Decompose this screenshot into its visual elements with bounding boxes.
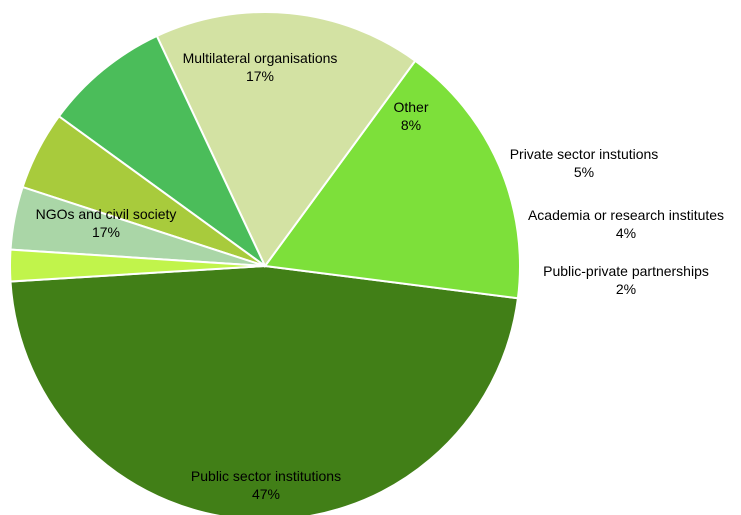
slice-label-name: Academia or research institutes: [528, 207, 724, 223]
pie-slice-public-private-partnerships: [9, 248, 266, 283]
slice-label: Private sector instutions 5%: [510, 146, 659, 180]
pie-slice-ngos-and-civil-society: [263, 59, 521, 300]
slice-label-value: 17%: [92, 224, 120, 240]
slice-label: Academia or research institutes 4%: [528, 207, 724, 241]
pie-slice-public-sector-institutions: [9, 264, 520, 515]
slice-label-name: Other: [393, 99, 428, 115]
slice-label-value: 2%: [616, 281, 636, 297]
pie-slice-other: [57, 34, 266, 267]
pie-slices: [9, 11, 521, 515]
slice-label: NGOs and civil society 17%: [36, 206, 177, 240]
slice-label-value: 47%: [252, 486, 280, 502]
slice-label-name: Private sector instutions: [510, 146, 659, 162]
slice-label-name: Public sector institutions: [191, 468, 341, 484]
slice-label-value: 4%: [616, 225, 636, 241]
slice-label-name: Multilateral organisations: [183, 50, 338, 66]
slice-label-value: 5%: [574, 164, 594, 180]
slice-label: Multilateral organisations 17%: [183, 50, 338, 84]
pie-slice-multilateral-organisations: [155, 11, 417, 268]
slice-label-value: 8%: [401, 117, 421, 133]
slice-label: Other 8%: [393, 99, 428, 133]
slice-label-name: Public-private partnerships: [543, 263, 709, 279]
slice-label: Public-private partnerships 2%: [543, 263, 709, 297]
slice-label: Public sector institutions 47%: [191, 468, 341, 502]
slice-label-value: 17%: [246, 68, 274, 84]
slice-label-name: NGOs and civil society: [36, 206, 177, 222]
slice-labels: Public sector institutions 47% NGOs and ci…: [36, 50, 724, 502]
